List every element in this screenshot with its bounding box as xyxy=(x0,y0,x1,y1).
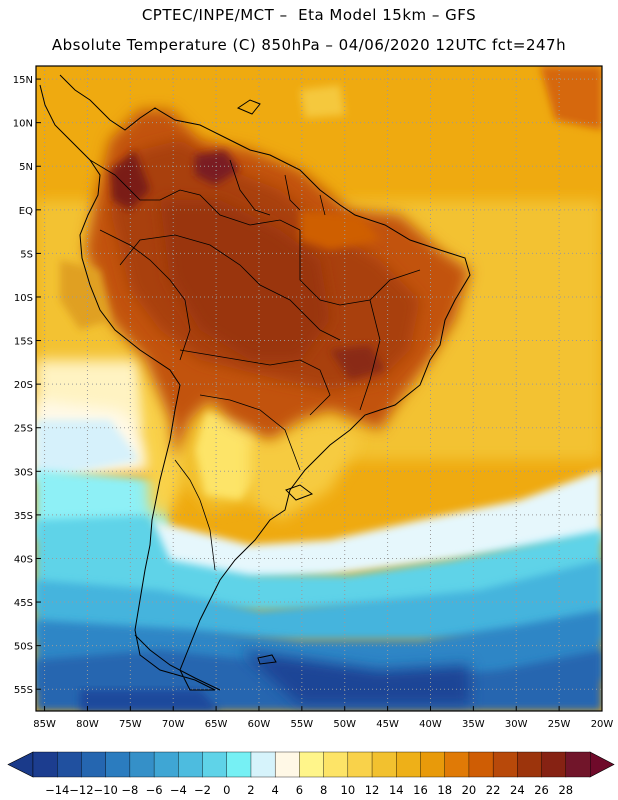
lat-tick-label: 30S xyxy=(14,467,33,478)
colorbar-swatch xyxy=(396,751,421,778)
latitude-labels: 15N 10N 5N EQ 5S 10S 15S 20S 25S 30S 35S 40S 45S 50S 5… xyxy=(13,75,41,696)
colorbar-swatch xyxy=(153,751,179,778)
lon-tick-label: 55W xyxy=(291,719,314,730)
lon-tick-label: 75W xyxy=(119,719,142,730)
colorbar-label: 20 xyxy=(462,783,477,797)
colorbar-label: −2 xyxy=(194,783,211,797)
title-line-2: Absolute Temperature (C) 850hPa – 04/06/… xyxy=(51,36,567,54)
lon-tick-label: 40W xyxy=(419,719,442,730)
coastline xyxy=(39,74,471,691)
lon-tick-label: 20W xyxy=(591,719,614,730)
colorbar-label: 16 xyxy=(413,783,428,797)
colorbar-swatch xyxy=(274,751,300,778)
colorbar-label: 18 xyxy=(437,783,452,797)
country-borders xyxy=(89,159,421,571)
lat-tick-label: 5S xyxy=(20,249,33,260)
colorbar-swatch xyxy=(347,751,373,778)
colorbar-label: 4 xyxy=(272,783,279,797)
colorbar-swatch xyxy=(226,751,252,778)
title-line-1: CPTEC/INPE/MCT – Eta Model 15km – GFS xyxy=(141,6,477,24)
colorbar-label: 14 xyxy=(389,783,404,797)
colorbar-swatch xyxy=(323,751,349,778)
lat-tick-label: 55S xyxy=(14,685,33,696)
colorbar-label: 0 xyxy=(223,783,230,797)
lat-tick-label: 35S xyxy=(14,511,33,522)
lon-tick-label: 50W xyxy=(333,719,356,730)
lon-tick-label: 35W xyxy=(462,719,485,730)
colorbar-label: 10 xyxy=(341,783,356,797)
lat-tick-label: 40S xyxy=(14,554,33,565)
lat-tick-label: 15N xyxy=(13,75,33,86)
colorbar-label: 22 xyxy=(486,783,501,797)
colorbar-swatch xyxy=(492,751,518,778)
colorbar-swatch xyxy=(420,751,446,778)
lat-tick-label: EQ xyxy=(19,206,33,217)
colorbar-under-arrow xyxy=(7,751,34,778)
lat-tick-label: 5N xyxy=(19,162,33,173)
colorbar-label: −12 xyxy=(69,783,93,797)
colorbar-labels: −14 −12 −10 −8 −6 −4 −2 0 2 4 6 8 10 12 14 16 18 20 22 24 26… xyxy=(45,783,573,797)
colorbar-label: 26 xyxy=(534,783,549,797)
colorbar-swatch xyxy=(105,751,131,778)
colorbar-label: 28 xyxy=(558,783,573,797)
colorbar-label: −4 xyxy=(170,783,187,797)
lat-tick-label: 15S xyxy=(14,337,33,348)
lat-tick-label: 50S xyxy=(14,642,33,653)
colorbar-swatch xyxy=(371,751,397,778)
lat-tick-label: 45S xyxy=(14,598,33,609)
colorbar-swatch xyxy=(299,751,325,778)
lon-tick-label: 85W xyxy=(33,719,56,730)
colorbar-label: 12 xyxy=(365,783,380,797)
colorbar-swatch xyxy=(57,751,82,778)
colorbar-label: −14 xyxy=(45,783,69,797)
colorbar-swatch xyxy=(517,751,543,778)
colorbar-swatch xyxy=(178,751,204,778)
colorbar-label: 6 xyxy=(296,783,303,797)
longitude-labels: 85W 80W 75W 70W 65W 60W 55W 50W 45W 40W 35W 30W 25W 2… xyxy=(33,706,613,730)
map-frame xyxy=(35,65,603,712)
lat-tick-label: 10N xyxy=(13,119,33,130)
colorbar-swatch xyxy=(444,751,470,778)
colorbar-swatch xyxy=(202,751,228,778)
colorbar-swatch xyxy=(81,751,107,778)
colorbar-label: 24 xyxy=(510,783,525,797)
colorbar-swatch xyxy=(541,751,567,778)
colorbar-swatch xyxy=(32,751,58,778)
colorbar-swatch xyxy=(565,751,591,778)
lon-tick-label: 70W xyxy=(162,719,185,730)
lat-tick-label: 10S xyxy=(14,293,33,304)
colorbar-label: −6 xyxy=(146,783,163,797)
temperature-field xyxy=(36,66,602,711)
colorbar-label: 8 xyxy=(320,783,327,797)
lon-tick-label: 45W xyxy=(376,719,399,730)
colorbar-swatch xyxy=(129,751,155,778)
colorbar-swatch xyxy=(468,751,494,778)
lat-tick-label: 20S xyxy=(14,380,33,391)
colorbar-label: −8 xyxy=(121,783,138,797)
lon-tick-label: 30W xyxy=(505,719,528,730)
colorbar-swatch xyxy=(250,751,276,778)
colorbar-over-arrow xyxy=(589,751,615,778)
colorbar-label: −10 xyxy=(94,783,118,797)
colorbar-label: 2 xyxy=(247,783,254,797)
lat-tick-label: 25S xyxy=(14,424,33,435)
colorbar xyxy=(7,751,615,778)
lon-tick-label: 65W xyxy=(205,719,228,730)
lon-tick-label: 25W xyxy=(548,719,571,730)
lon-tick-label: 80W xyxy=(76,719,99,730)
lon-tick-label: 60W xyxy=(248,719,271,730)
